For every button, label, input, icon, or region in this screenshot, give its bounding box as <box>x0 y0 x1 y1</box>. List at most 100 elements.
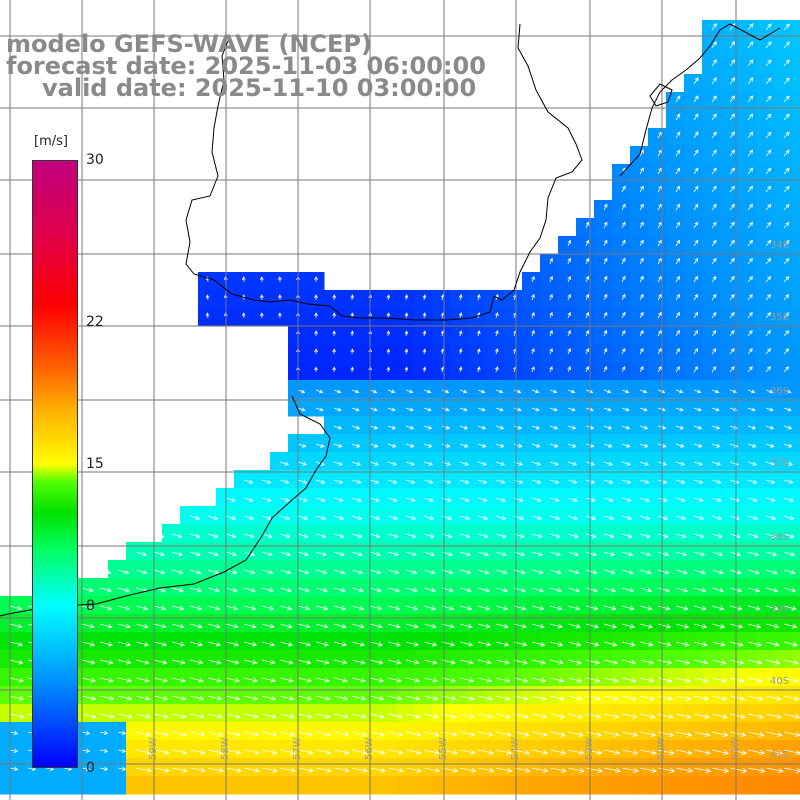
wind-arrow <box>441 767 459 773</box>
wind-arrow <box>765 95 772 103</box>
field-cell <box>702 218 721 237</box>
field-cell <box>378 776 397 795</box>
field-cell <box>270 524 289 543</box>
wind-arrow <box>675 239 681 247</box>
field-cell <box>594 776 613 795</box>
field-cell <box>270 308 289 327</box>
field-cell <box>360 776 379 795</box>
wind-arrow <box>567 641 582 647</box>
wind-arrow <box>404 366 409 373</box>
wind-arrow <box>81 605 95 611</box>
field-cell <box>576 668 595 687</box>
field-cell <box>720 614 739 633</box>
wind-arrow <box>531 731 548 737</box>
wind-arrow <box>351 695 367 701</box>
wind-arrow <box>765 77 772 85</box>
field-cell <box>252 668 271 687</box>
field-cell <box>450 722 469 741</box>
field-cell <box>270 614 289 633</box>
field-cell <box>756 416 775 435</box>
wind-arrow <box>765 695 782 702</box>
wind-arrow <box>441 479 452 484</box>
field-cell <box>216 632 235 651</box>
wind-arrow <box>729 348 735 355</box>
field-cell <box>540 632 559 651</box>
field-cell <box>486 290 505 309</box>
wind-arrow <box>81 677 96 683</box>
field-cell <box>18 650 37 669</box>
field-cell <box>738 758 757 777</box>
wind-arrow <box>297 407 306 412</box>
wind-arrow <box>729 59 736 67</box>
wind-arrow <box>278 312 282 319</box>
wind-arrow <box>657 293 662 301</box>
field-cell <box>558 776 577 795</box>
wind-arrow <box>9 623 23 629</box>
wind-arrow <box>531 275 535 283</box>
field-cell <box>252 560 271 579</box>
field-cell <box>522 560 541 579</box>
wind-arrow <box>459 569 472 575</box>
wind-arrow <box>675 113 681 121</box>
field-cell <box>144 686 163 705</box>
field-cell <box>702 290 721 309</box>
wind-arrow <box>315 533 327 539</box>
wind-arrow <box>477 659 492 665</box>
wind-arrow <box>386 312 391 319</box>
field-cell <box>360 488 379 507</box>
field-cell <box>306 470 325 489</box>
wind-arrow <box>765 623 780 629</box>
field-cell <box>450 290 469 309</box>
field-cell <box>648 128 667 147</box>
field-cell <box>342 596 361 615</box>
field-cell <box>522 416 541 435</box>
field-cell <box>126 776 145 795</box>
wind-arrow <box>369 425 379 430</box>
wind-arrow <box>243 569 256 575</box>
wind-arrow <box>639 461 649 466</box>
wind-arrow <box>711 587 725 593</box>
wind-arrow <box>459 497 470 502</box>
field-cell <box>234 704 253 723</box>
wind-arrow <box>423 389 432 394</box>
colorbar-tick-label: 22 <box>86 314 104 331</box>
field-cell <box>612 434 631 453</box>
wind-arrow <box>765 551 778 557</box>
field-cell <box>486 704 505 723</box>
coastline <box>185 23 583 321</box>
field-cell <box>450 686 469 705</box>
field-cell <box>738 740 757 759</box>
field-cell <box>486 452 505 471</box>
wind-arrow <box>369 497 380 502</box>
field-cell <box>792 416 800 435</box>
field-cell <box>702 362 721 381</box>
field-cell <box>216 704 235 723</box>
wind-arrow <box>9 605 23 611</box>
wind-arrow <box>639 167 644 175</box>
wind-arrow <box>495 713 512 719</box>
wind-arrow <box>603 311 608 319</box>
field-cell <box>648 776 667 795</box>
wind-arrow <box>9 766 19 771</box>
wind-arrow <box>117 766 127 771</box>
field-cell <box>756 182 775 201</box>
field-cell <box>108 686 127 705</box>
wind-arrow <box>369 605 383 611</box>
field-cell <box>774 704 793 723</box>
field-cell <box>360 416 379 435</box>
field-cell <box>522 776 541 795</box>
field-cell <box>612 758 631 777</box>
field-cell <box>234 524 253 543</box>
wind-arrow <box>585 713 602 719</box>
field-cell <box>288 452 307 471</box>
field-cell <box>792 542 800 561</box>
field-cell <box>684 470 703 489</box>
field-cell <box>648 182 667 201</box>
wind-arrow <box>693 95 699 103</box>
wind-arrow <box>81 695 97 701</box>
field-cell <box>576 524 595 543</box>
wind-arrow <box>225 587 238 593</box>
field-cell <box>468 380 487 399</box>
wind-arrow <box>765 257 772 265</box>
field-cell <box>360 398 379 417</box>
